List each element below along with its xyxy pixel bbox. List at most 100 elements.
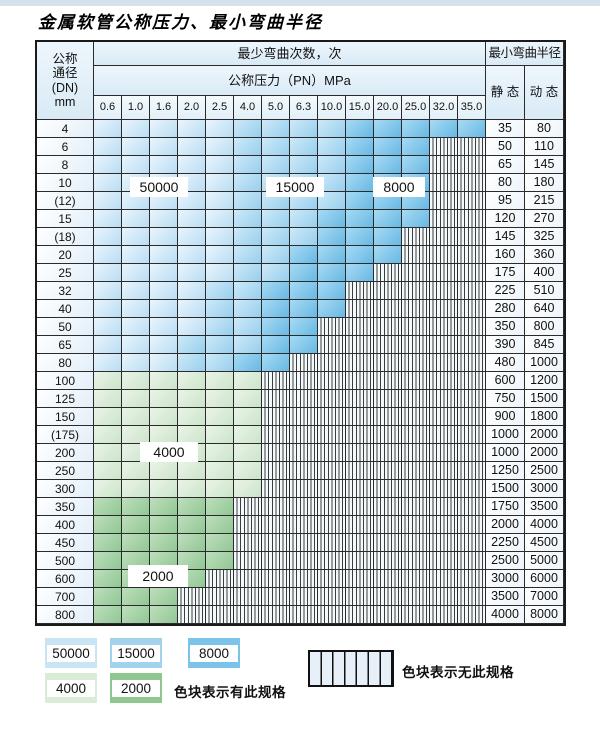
dn-cell: 25 [37, 264, 94, 282]
dn-cell: (12) [37, 192, 94, 210]
header-min-radius: 最小弯曲半径 [486, 42, 564, 66]
spec-cell-50000 [150, 138, 178, 156]
spec-cell-none [458, 300, 486, 318]
dynamic-radius-cell: 2500 [525, 462, 564, 480]
static-radius-cell: 4000 [486, 606, 525, 624]
spec-cell-2000 [150, 534, 178, 552]
spec-cell-4000 [206, 444, 234, 462]
static-radius-cell: 350 [486, 318, 525, 336]
spec-cell-none [430, 606, 458, 624]
spec-cell-50000 [206, 228, 234, 246]
spec-cell-8000 [318, 264, 346, 282]
spec-cell-4000 [178, 480, 206, 498]
spec-cell-4000 [178, 390, 206, 408]
spec-cell-50000 [94, 210, 122, 228]
spec-cell-8000 [234, 354, 262, 372]
spec-cell-50000 [178, 300, 206, 318]
spec-cell-none [318, 426, 346, 444]
spec-cell-4000 [150, 480, 178, 498]
dynamic-radius-cell: 6000 [525, 570, 564, 588]
spec-cell-none [262, 390, 290, 408]
spec-cell-none [318, 336, 346, 354]
spec-cell-none [430, 408, 458, 426]
spec-cell-none [402, 426, 430, 444]
dynamic-radius-cell: 3000 [525, 480, 564, 498]
dynamic-radius-cell: 1200 [525, 372, 564, 390]
spec-cell-none [430, 516, 458, 534]
static-radius-cell: 1000 [486, 426, 525, 444]
spec-cell-2000 [94, 534, 122, 552]
spec-cell-4000 [94, 372, 122, 390]
spec-cell-15000 [262, 228, 290, 246]
spec-cell-none [430, 138, 458, 156]
spec-cell-none [374, 480, 402, 498]
spec-cell-50000 [122, 300, 150, 318]
spec-cell-4000 [150, 372, 178, 390]
spec-cell-50000 [150, 336, 178, 354]
header-bend-times: 最少弯曲次数，次 [94, 42, 486, 66]
spec-cell-none [430, 264, 458, 282]
spec-cell-15000 [234, 282, 262, 300]
spec-cell-8000 [346, 174, 374, 192]
dn-cell: 800 [37, 606, 94, 624]
dn-cell: 700 [37, 588, 94, 606]
pressure-col-header: 20.0 [374, 96, 402, 120]
spec-cell-8000 [318, 228, 346, 246]
spec-cell-none [346, 588, 374, 606]
spec-cell-15000 [290, 156, 318, 174]
spec-cell-none [430, 318, 458, 336]
spec-cell-none [290, 588, 318, 606]
spec-cell-none [430, 228, 458, 246]
spec-cell-2000 [206, 534, 234, 552]
pressure-col-header: 2.0 [178, 96, 206, 120]
dn-cell: 250 [37, 462, 94, 480]
spec-cell-none [402, 354, 430, 372]
spec-cell-8000 [402, 138, 430, 156]
spec-cell-none [178, 606, 206, 624]
spec-cell-none [458, 408, 486, 426]
dn-cell: (175) [37, 426, 94, 444]
dn-cell: 100 [37, 372, 94, 390]
pressure-col-header: 1.6 [150, 96, 178, 120]
dn-cell: 200 [37, 444, 94, 462]
spec-cell-none [402, 480, 430, 498]
spec-cell-none [430, 444, 458, 462]
spec-cell-none [374, 300, 402, 318]
spec-cell-none [430, 354, 458, 372]
spec-cell-8000 [374, 210, 402, 228]
legend-no-spec-swatch [308, 650, 394, 687]
spec-cell-none [262, 552, 290, 570]
spec-cell-50000 [94, 192, 122, 210]
spec-cell-none [402, 408, 430, 426]
spec-cell-4000 [150, 462, 178, 480]
spec-cell-8000 [374, 228, 402, 246]
spec-cell-8000 [402, 156, 430, 174]
pressure-col-header: 2.5 [206, 96, 234, 120]
spec-cell-50000 [206, 156, 234, 174]
spec-cell-none [318, 534, 346, 552]
static-radius-cell: 1750 [486, 498, 525, 516]
dn-cell: 80 [37, 354, 94, 372]
spec-cell-none [458, 282, 486, 300]
spec-cell-none [402, 534, 430, 552]
spec-cell-none [234, 570, 262, 588]
spec-cell-8000 [262, 300, 290, 318]
spec-cell-15000 [262, 138, 290, 156]
spec-cell-4000 [206, 408, 234, 426]
spec-cell-none [458, 390, 486, 408]
pressure-col-header: 32.0 [430, 96, 458, 120]
spec-cell-4000 [122, 426, 150, 444]
spec-cell-50000 [150, 210, 178, 228]
spec-cell-none [458, 498, 486, 516]
spec-cell-none [262, 426, 290, 444]
spec-cell-4000 [206, 480, 234, 498]
spec-cell-8000 [262, 336, 290, 354]
spec-cell-none [374, 282, 402, 300]
dynamic-radius-cell: 1000 [525, 354, 564, 372]
spec-cell-none [206, 588, 234, 606]
spec-cell-none [374, 516, 402, 534]
spec-cell-4000 [122, 462, 150, 480]
spec-cell-none [346, 390, 374, 408]
spec-cell-none [262, 570, 290, 588]
spec-cell-none [458, 336, 486, 354]
